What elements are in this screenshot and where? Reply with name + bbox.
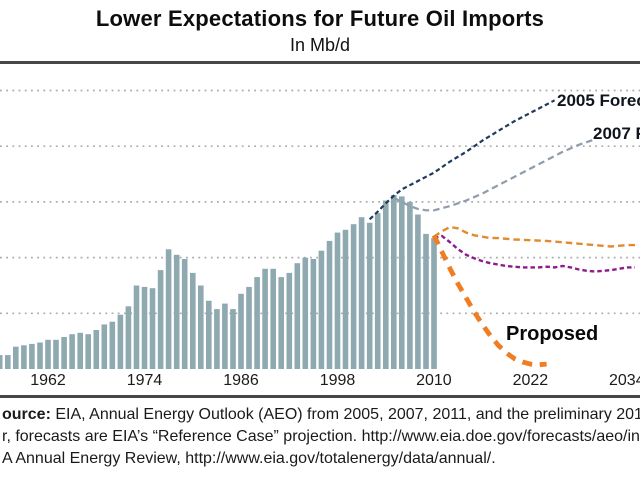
history-bar-1996 xyxy=(318,250,325,369)
history-bar-1989 xyxy=(262,268,268,369)
history-bar-2001 xyxy=(358,217,365,369)
history-bar-1991 xyxy=(278,277,284,369)
history-bar-1976 xyxy=(157,270,164,369)
x-tick-1974: 1974 xyxy=(126,372,163,389)
x-tick-1986: 1986 xyxy=(223,372,259,389)
source-label: ource: xyxy=(2,406,51,423)
history-bar-1990 xyxy=(270,268,276,369)
history-bar-1961 xyxy=(37,342,43,369)
history-bar-1984 xyxy=(222,303,228,369)
forecast-line-2007-forecast xyxy=(393,138,596,212)
history-bar-1986 xyxy=(238,293,244,369)
history-bar-1980 xyxy=(190,272,196,369)
history-bar-2003 xyxy=(374,213,381,369)
source-line-2: r, forecasts are EIA’s “Reference Case” … xyxy=(2,428,640,445)
history-bar-1956 xyxy=(0,355,3,369)
history-bar-1985 xyxy=(230,309,236,369)
label-2007-forecast: 2007 Forecast xyxy=(593,124,640,143)
history-bar-1987 xyxy=(246,286,252,369)
history-bar-1965 xyxy=(69,334,75,369)
forecast-line-2012-preliminary-forecast xyxy=(433,234,635,273)
history-bar-1971 xyxy=(117,314,124,369)
history-bar-2002 xyxy=(366,222,373,369)
history-bar-2004 xyxy=(383,200,389,369)
history-bar-1979 xyxy=(181,259,188,369)
history-bar-1966 xyxy=(77,332,83,369)
history-bar-1999 xyxy=(342,229,349,369)
source-line-1: ource: EIA, Annual Energy Outlook (AEO) … xyxy=(2,406,640,423)
history-bar-1968 xyxy=(93,330,100,369)
history-bar-1964 xyxy=(61,337,67,369)
history-bar-1957 xyxy=(5,355,11,369)
history-bar-1994 xyxy=(302,257,309,369)
history-bar-1988 xyxy=(254,277,260,369)
history-bar-1960 xyxy=(29,343,35,369)
x-tick-1962: 1962 xyxy=(30,372,66,389)
history-bar-2006 xyxy=(399,196,405,369)
top-rule xyxy=(0,61,640,64)
history-bar-1983 xyxy=(214,309,220,369)
history-bar-1962 xyxy=(45,339,51,369)
source-note: ource: EIA, Annual Energy Outlook (AEO) … xyxy=(2,404,640,470)
history-bar-1967 xyxy=(85,334,91,369)
history-bar-1977 xyxy=(165,249,172,369)
x-tick-2010: 2010 xyxy=(416,372,452,389)
history-bar-2009 xyxy=(423,233,429,369)
history-bar-2005 xyxy=(391,195,397,369)
x-tick-1998: 1998 xyxy=(319,372,356,389)
label-2005-forecast: 2005 Forecast xyxy=(557,91,640,110)
x-tick-2022: 2022 xyxy=(512,372,549,389)
chart-subtitle: In Mb/d xyxy=(289,35,351,55)
history-bar-1959 xyxy=(21,345,27,369)
history-bar-1992 xyxy=(286,272,293,369)
forecast-line-2011-forecast xyxy=(433,225,635,248)
history-bar-1972 xyxy=(125,306,132,369)
history-bar-1981 xyxy=(198,285,204,369)
history-bar-1995 xyxy=(310,259,317,369)
history-bar-1993 xyxy=(294,263,301,369)
forecast-line-proposed xyxy=(431,234,547,368)
history-bar-1975 xyxy=(149,288,156,369)
history-bar-1997 xyxy=(326,240,333,369)
history-bar-1974 xyxy=(141,286,148,369)
history-bar-1969 xyxy=(101,324,108,369)
forecast-line-2005-forecast xyxy=(368,99,556,221)
history-bar-1998 xyxy=(334,232,341,369)
x-tick-2034: 2034 xyxy=(609,372,640,389)
history-bar-2010 xyxy=(431,238,437,369)
history-bar-2008 xyxy=(415,214,421,369)
history-bar-1970 xyxy=(109,321,116,369)
source-line-3: A Annual Energy Review, http://www.eia.g… xyxy=(2,450,496,467)
chart-title: Lower Expectations for Future Oil Import… xyxy=(95,6,545,31)
history-bar-2000 xyxy=(350,224,357,369)
label-proposed: Proposed xyxy=(506,323,599,345)
history-bar-2007 xyxy=(407,201,413,369)
bottom-rule xyxy=(0,395,640,398)
history-bar-1973 xyxy=(133,285,140,369)
history-bar-1978 xyxy=(173,254,180,369)
history-bar-1982 xyxy=(206,300,212,369)
history-bar-1958 xyxy=(13,346,19,369)
history-bar-1963 xyxy=(53,339,59,369)
